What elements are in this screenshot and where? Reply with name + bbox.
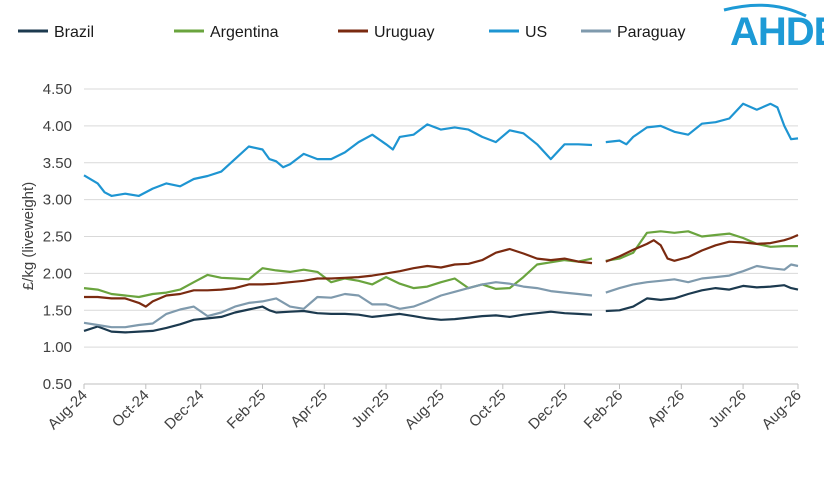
y-tick-label: 3.50: [43, 155, 72, 172]
y-tick-label: 2.00: [43, 265, 72, 282]
series-line-us: [605, 102, 799, 146]
x-tick-label: Dec-25: [525, 387, 571, 433]
chart-legend: Brazil Argentina Uruguay US Paraguay: [18, 24, 686, 41]
x-tick-label: Feb-26: [581, 387, 627, 433]
x-tick-label: Apr-26: [644, 387, 688, 431]
y-tick-label: 1.00: [43, 339, 72, 356]
ahdb-logo-text: AHDB: [730, 10, 824, 54]
ahdb-logo-swoosh: [723, 3, 807, 18]
legend-label: Argentina: [210, 24, 279, 41]
y-axis-label: £/kg (liveweight): [20, 182, 37, 290]
x-axis-ticks: Aug-24 Oct-24 Dec-24 Feb-25 Apr-25 Jun-25 Aug-…: [45, 384, 805, 433]
y-tick-label: 0.50: [43, 376, 72, 393]
y-tick-label: 2.50: [43, 229, 72, 246]
y-tick-label: 1.50: [43, 302, 72, 319]
x-tick-label: Oct-25: [466, 387, 510, 431]
series-line-uruguay: [84, 247, 593, 308]
series-line-argentina: [605, 230, 798, 262]
y-axis-ticks: 0.50 1.00 1.50 2.00 2.50 3.00 3.50 4.00 4.50: [43, 81, 72, 393]
series-line-brazil: [83, 305, 593, 334]
series-line-paraguay: [605, 263, 799, 294]
legend-label: Brazil: [54, 24, 94, 41]
legend-label: Paraguay: [617, 24, 686, 41]
legend-label: US: [525, 24, 547, 41]
x-tick-label: Dec-24: [161, 387, 207, 433]
x-tick-label: Jun-25: [348, 387, 392, 431]
series-line-brazil: [605, 284, 799, 313]
series-line-us: [83, 123, 593, 197]
series-line-argentina: [83, 257, 593, 299]
y-tick-label: 4.50: [43, 81, 72, 98]
x-tick-label: Aug-24: [45, 387, 91, 433]
series-line-paraguay: [83, 281, 593, 329]
y-tick-label: 3.00: [43, 192, 72, 209]
y-tick-label: 4.00: [43, 118, 72, 135]
x-tick-label: Oct-24: [109, 387, 153, 431]
ahdb-logo: AHDB: [723, 3, 824, 54]
x-tick-label: Apr-25: [287, 387, 331, 431]
x-tick-label: Aug-25: [402, 387, 448, 433]
x-tick-label: Feb-25: [224, 387, 270, 433]
x-tick-label: Aug-26: [759, 387, 805, 433]
grid-lines: [84, 88, 798, 348]
x-tick-label: Jun-26: [705, 387, 749, 431]
series-lines: [83, 102, 799, 334]
series-line-uruguay: [605, 233, 799, 263]
legend-label: Uruguay: [374, 24, 434, 41]
